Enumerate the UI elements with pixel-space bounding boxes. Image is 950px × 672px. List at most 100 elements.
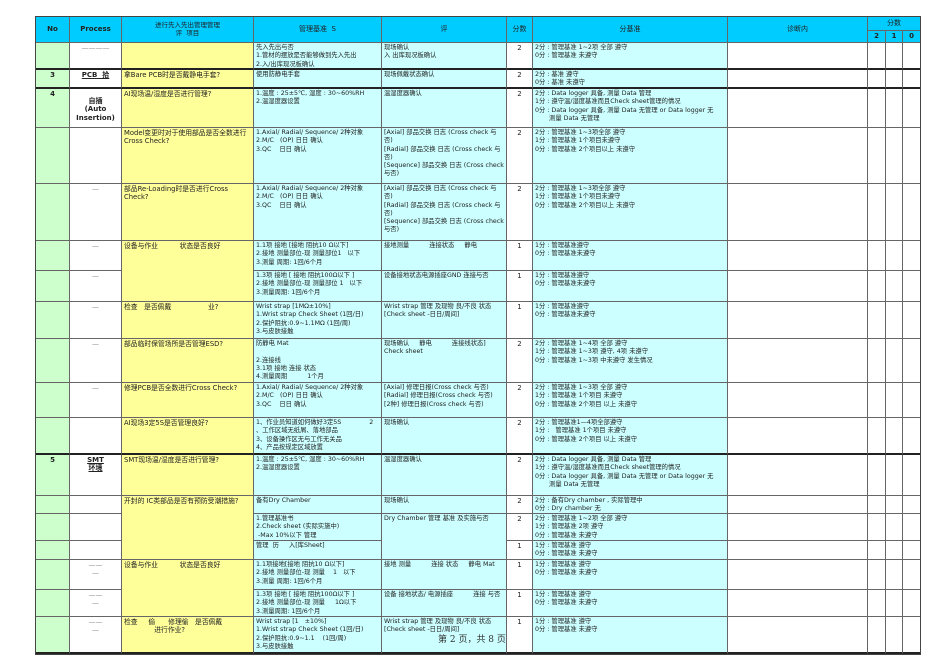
diagnosis-cell[interactable] <box>728 43 868 70</box>
score-criteria: 2分 : 管理基准1—4项全部遵守 1分 : 管理基准 1个项目 未遵守 0分 … <box>533 418 728 455</box>
score-value: 2 <box>507 184 533 241</box>
diagnosis-cell[interactable] <box>728 70 868 89</box>
diagnosis-cell[interactable] <box>728 617 868 654</box>
score-2-checkbox[interactable] <box>868 184 886 241</box>
score-criteria: 2分 : Data logger 具备, 测量 Data 管理 1分 : 遵守温… <box>533 455 728 496</box>
score-2-checkbox[interactable] <box>868 383 886 418</box>
score-2-checkbox[interactable] <box>868 302 886 339</box>
management-standard: 1.Axial/ Radial/ Sequence/ 2种对象 2.M/C (O… <box>254 184 382 241</box>
score-1-checkbox[interactable] <box>886 560 903 590</box>
score-0-checkbox[interactable] <box>903 455 921 496</box>
diagnosis-cell[interactable] <box>728 128 868 184</box>
score-1-checkbox[interactable] <box>886 418 903 455</box>
score-1-checkbox[interactable] <box>886 128 903 184</box>
management-standard: 备有Dry Chamber <box>254 496 382 514</box>
score-2-checkbox[interactable] <box>868 43 886 70</box>
management-standard: Wrist strap [1 ±10%] 1.Wrist strap Check… <box>254 617 382 654</box>
diagnosis-cell[interactable] <box>728 590 868 617</box>
score-1-checkbox[interactable] <box>886 383 903 418</box>
diagnosis-cell[interactable] <box>728 271 868 302</box>
score-0-checkbox[interactable] <box>903 418 921 455</box>
header-standard: 管理基准 S <box>254 16 382 43</box>
header-score: 分数 <box>507 16 533 43</box>
score-2-checkbox[interactable] <box>868 590 886 617</box>
score-1-checkbox[interactable] <box>886 271 903 302</box>
diagnosis-cell[interactable] <box>728 89 868 128</box>
score-2-checkbox[interactable] <box>868 496 886 514</box>
score-0-checkbox[interactable] <box>903 43 921 70</box>
score-0-checkbox[interactable] <box>903 560 921 590</box>
page-number: 第 2 页，共 8 页 <box>438 635 506 645</box>
score-2-checkbox[interactable] <box>868 271 886 302</box>
score-value: 2 <box>507 496 533 514</box>
score-2-checkbox[interactable] <box>868 617 886 654</box>
evaluation-method: [Axial] 部品交换 日志 (Cross check 与否) [Radial… <box>382 184 507 241</box>
score-1-checkbox[interactable] <box>886 339 903 383</box>
evaluation-method: 接地 测量 连接 状态 静电 Mat <box>382 560 507 590</box>
diagnosis-cell[interactable] <box>728 339 868 383</box>
evaluation-method: 现场确认 <box>382 418 507 455</box>
score-2-checkbox[interactable] <box>868 560 886 590</box>
score-1-checkbox[interactable] <box>886 514 903 541</box>
score-2-checkbox[interactable] <box>868 128 886 184</box>
score-1-checkbox[interactable] <box>886 496 903 514</box>
score-0-checkbox[interactable] <box>903 590 921 617</box>
score-1-checkbox[interactable] <box>886 541 903 560</box>
score-0-checkbox[interactable] <box>903 496 921 514</box>
score-1-checkbox[interactable] <box>886 184 903 241</box>
process-cell <box>70 541 122 560</box>
score-1-checkbox[interactable] <box>886 241 903 271</box>
diagnosis-cell[interactable] <box>728 302 868 339</box>
score-1-checkbox[interactable] <box>886 590 903 617</box>
diagnosis-cell[interactable] <box>728 418 868 455</box>
diagnosis-cell[interactable] <box>728 383 868 418</box>
score-0-checkbox[interactable] <box>903 339 921 383</box>
management-standard: 使用防静电手套 <box>254 70 382 89</box>
score-2-checkbox[interactable] <box>868 514 886 541</box>
score-0-checkbox[interactable] <box>903 383 921 418</box>
score-1-checkbox[interactable] <box>886 455 903 496</box>
process-cell: — <box>70 184 122 241</box>
process-cell: — <box>70 302 122 339</box>
score-0-checkbox[interactable] <box>903 617 921 654</box>
no-cell <box>36 271 70 302</box>
score-2-checkbox[interactable] <box>868 541 886 560</box>
evaluation-method: Wrist strap 管理 及现物 良/不良 状态 [Check sheet … <box>382 302 507 339</box>
score-0-checkbox[interactable] <box>903 514 921 541</box>
score-2-checkbox[interactable] <box>868 70 886 89</box>
diagnosis-cell[interactable] <box>728 560 868 590</box>
score-value: 1 <box>507 241 533 271</box>
score-2-checkbox[interactable] <box>868 455 886 496</box>
score-value: 1 <box>507 541 533 560</box>
management-standard: 管理 历 入[库Sheet] <box>254 541 382 560</box>
score-0-checkbox[interactable] <box>903 271 921 302</box>
diagnosis-cell[interactable] <box>728 541 868 560</box>
score-0-checkbox[interactable] <box>903 241 921 271</box>
diagnosis-cell[interactable] <box>728 514 868 541</box>
score-1-checkbox[interactable] <box>886 89 903 128</box>
score-2-checkbox[interactable] <box>868 339 886 383</box>
diagnosis-cell[interactable] <box>728 184 868 241</box>
score-1-checkbox[interactable] <box>886 70 903 89</box>
check-item <box>122 43 254 70</box>
score-0-checkbox[interactable] <box>903 128 921 184</box>
score-1-checkbox[interactable] <box>886 43 903 70</box>
no-cell <box>36 302 70 339</box>
score-2-checkbox[interactable] <box>868 241 886 271</box>
diagnosis-cell[interactable] <box>728 496 868 514</box>
diagnosis-cell[interactable] <box>728 455 868 496</box>
no-cell <box>36 339 70 383</box>
score-0-checkbox[interactable] <box>903 89 921 128</box>
score-1-checkbox[interactable] <box>886 617 903 654</box>
management-standard: 1.1项 接地 [接地 阻抗10 Ω以下] 2.接地 测量部位-现 测量部位1 … <box>254 241 382 271</box>
score-2-checkbox[interactable] <box>868 418 886 455</box>
score-0-checkbox[interactable] <box>903 184 921 241</box>
no-cell <box>36 514 70 541</box>
diagnosis-cell[interactable] <box>728 241 868 271</box>
score-0-checkbox[interactable] <box>903 541 921 560</box>
score-0-checkbox[interactable] <box>903 70 921 89</box>
score-2-checkbox[interactable] <box>868 89 886 128</box>
score-0-checkbox[interactable] <box>903 302 921 339</box>
score-value: 2 <box>507 70 533 89</box>
score-1-checkbox[interactable] <box>886 302 903 339</box>
